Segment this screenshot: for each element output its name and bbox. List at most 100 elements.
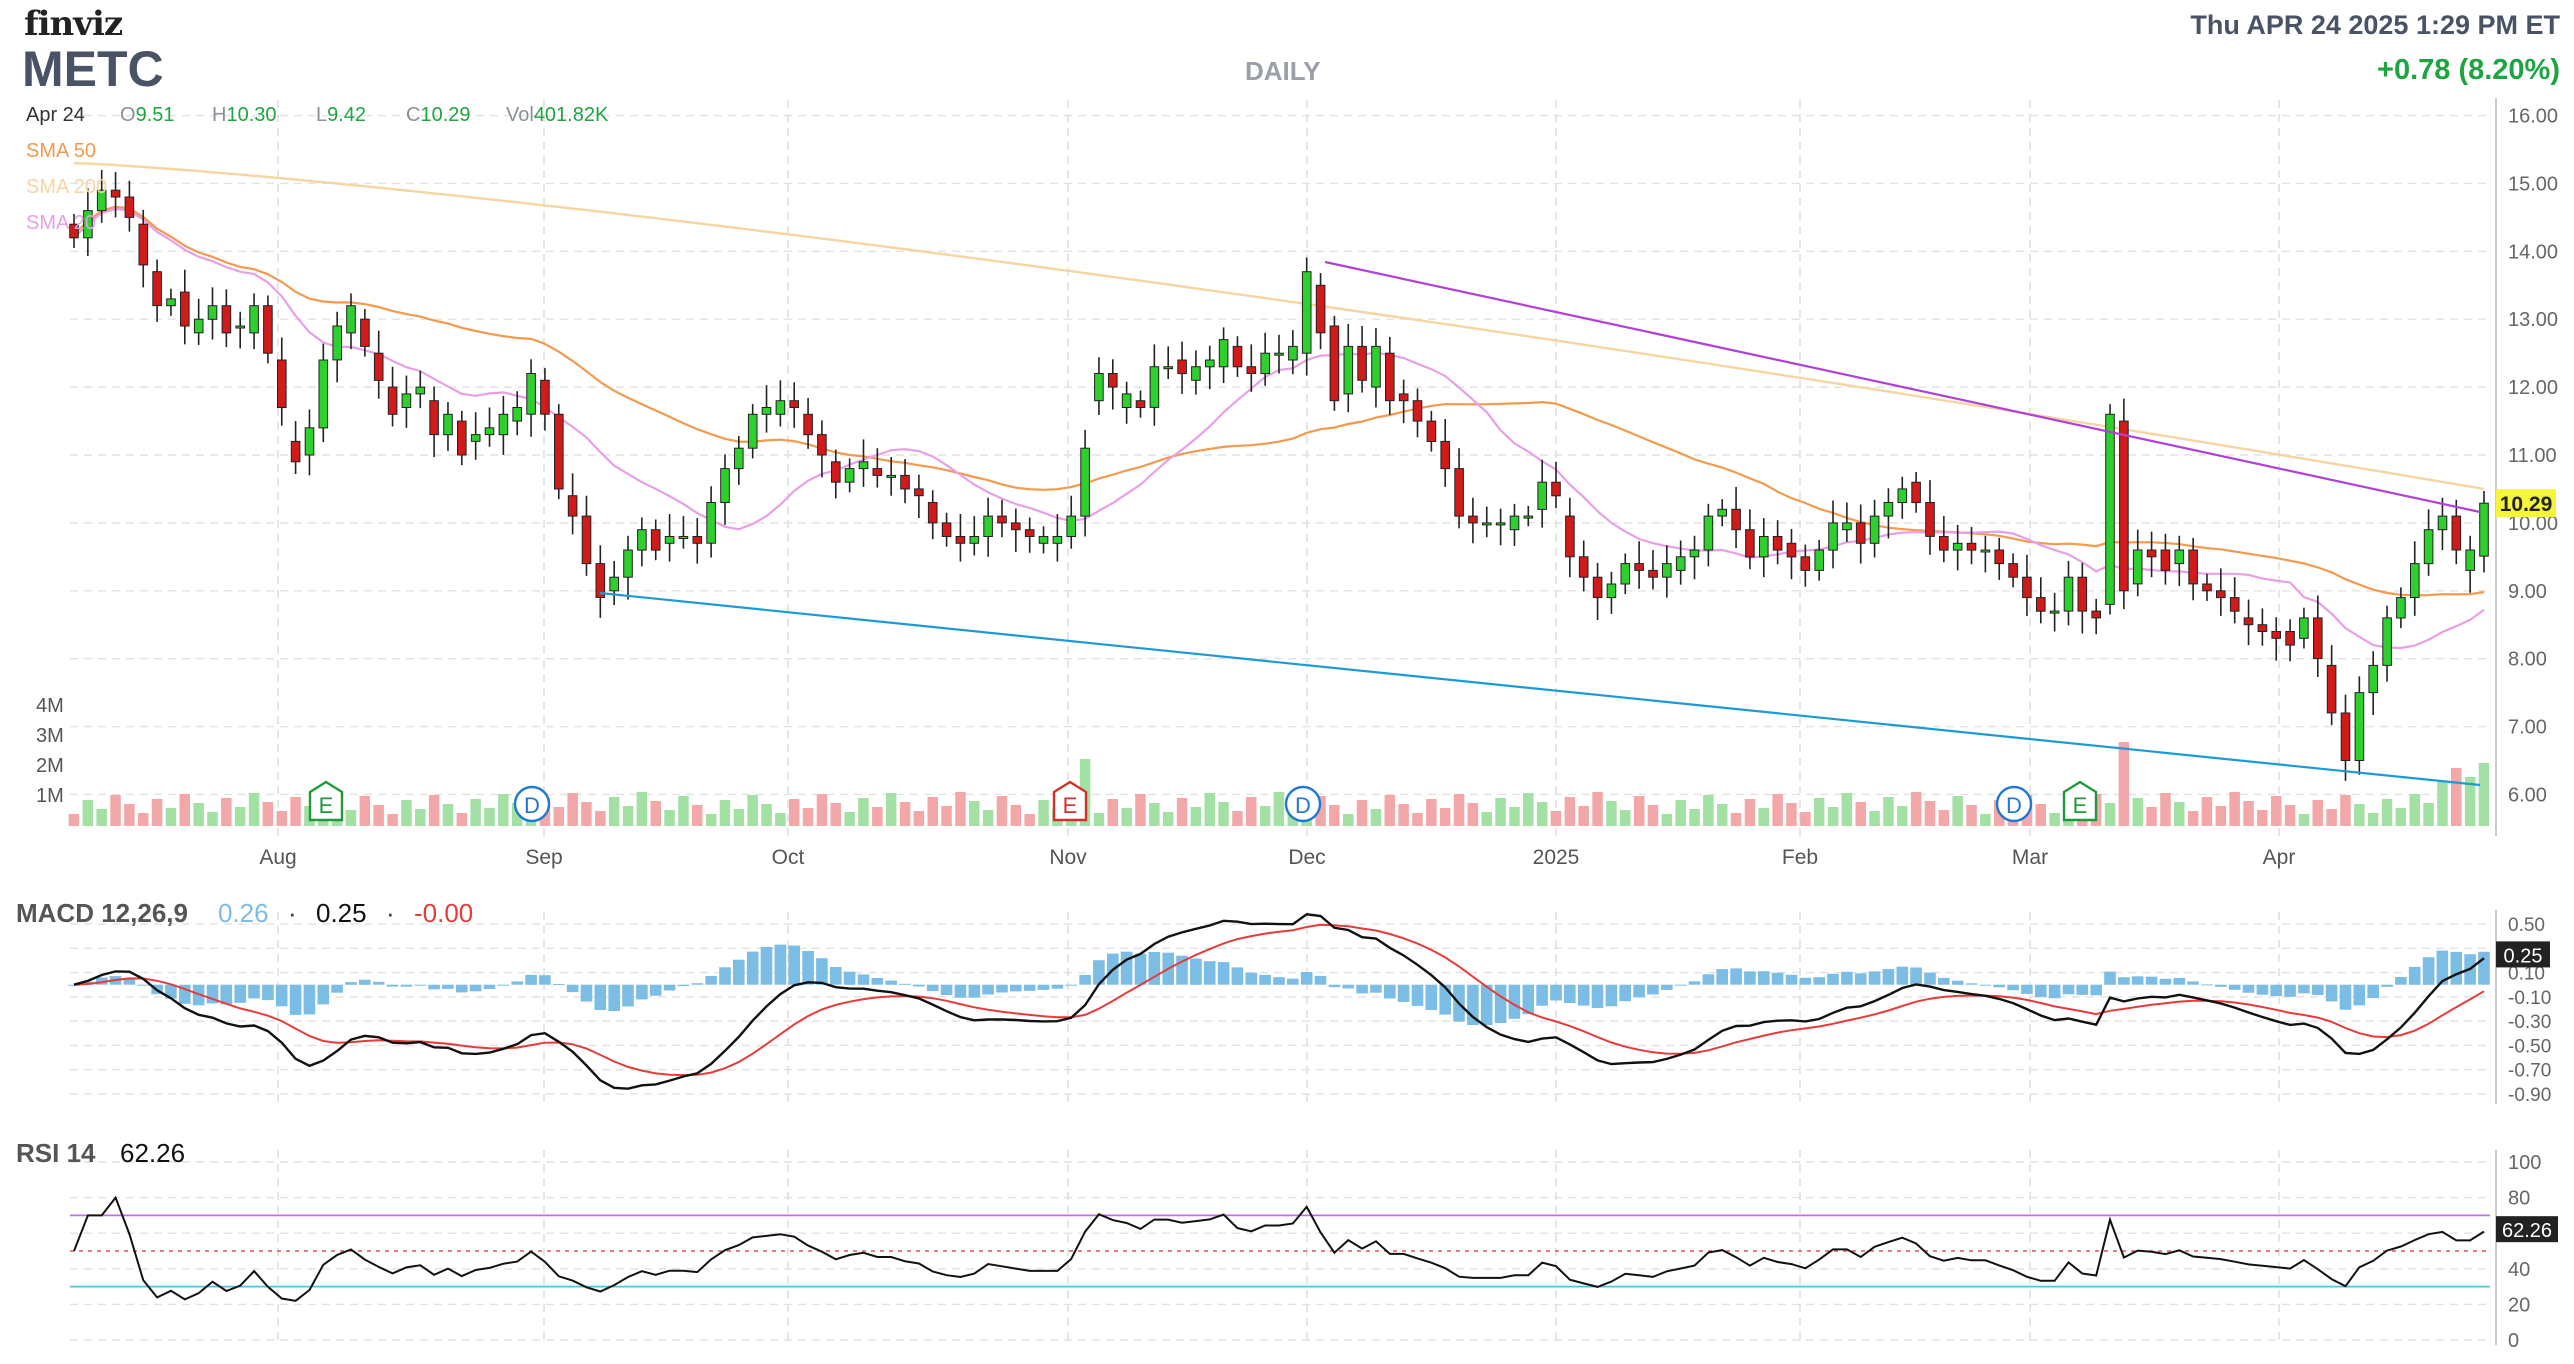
volume-bar bbox=[2035, 804, 2046, 826]
candle-body bbox=[1869, 515, 1880, 544]
volume-bar bbox=[2354, 804, 2365, 826]
macd-histogram-bar bbox=[275, 984, 288, 1007]
volume-bar bbox=[442, 804, 454, 826]
candle-body bbox=[1759, 536, 1769, 558]
ohlc-volume-key: Vol bbox=[506, 104, 534, 126]
x-tick-label: Nov bbox=[1049, 846, 1087, 869]
volume-bar bbox=[913, 811, 925, 826]
timeframe-label[interactable]: DAILY bbox=[1245, 56, 1321, 86]
macd-histogram-bar bbox=[2436, 950, 2449, 985]
macd-histogram-bar bbox=[1868, 971, 1881, 985]
candle-body bbox=[554, 413, 564, 490]
event-marker-label: D bbox=[524, 793, 540, 818]
macd-histogram-bar bbox=[802, 951, 814, 985]
candle-body bbox=[415, 386, 426, 395]
macd-histogram-bar bbox=[2021, 984, 2033, 994]
candle-body bbox=[290, 440, 301, 463]
candle-body bbox=[2451, 515, 2462, 551]
candle-body bbox=[1883, 502, 1894, 517]
macd-histogram-bar bbox=[1550, 984, 1562, 1001]
macd-histogram-bar bbox=[359, 979, 371, 985]
rsi-value: 62.26 bbox=[120, 1138, 185, 1168]
macd-histogram-bar bbox=[2325, 984, 2338, 1002]
macd-histogram-bar bbox=[2339, 984, 2352, 1010]
macd-histogram-bar bbox=[2048, 984, 2061, 999]
volume-bar bbox=[2367, 813, 2379, 826]
ohlc-open-key: O bbox=[120, 104, 136, 126]
macd-histogram-bar bbox=[954, 984, 967, 998]
ohlc-high: H10.30 bbox=[212, 104, 277, 127]
volume-bar bbox=[2257, 810, 2268, 826]
candle-body bbox=[498, 413, 509, 436]
volume-bar bbox=[1606, 801, 1617, 826]
macd-histogram-bar bbox=[2478, 951, 2490, 985]
macd-histogram-bar bbox=[885, 980, 897, 985]
macd-histogram-bar bbox=[1134, 953, 1147, 985]
volume-bar bbox=[678, 796, 689, 826]
macd-histogram-bar bbox=[1010, 984, 1022, 992]
macd-histogram-bar bbox=[2367, 984, 2379, 999]
volume-bar bbox=[1467, 803, 1479, 826]
macd-histogram-bar bbox=[594, 984, 607, 1010]
x-tick-label: Oct bbox=[772, 846, 805, 869]
candle-body bbox=[1343, 345, 1354, 395]
volume-bar bbox=[955, 792, 966, 826]
volume-bar bbox=[1980, 814, 1991, 826]
macd-histogram-bar bbox=[386, 984, 399, 987]
volume-bar bbox=[996, 796, 1008, 826]
candle-body bbox=[540, 379, 550, 415]
candle-body bbox=[2132, 549, 2143, 585]
candle-body bbox=[1648, 569, 1658, 578]
candle-body bbox=[1301, 271, 1312, 354]
candle-body bbox=[2174, 549, 2185, 565]
macd-histogram-bar bbox=[220, 984, 233, 1005]
candle-body bbox=[1939, 536, 1949, 551]
macd-histogram-bar bbox=[1203, 961, 1216, 985]
candle-body bbox=[1135, 400, 1146, 409]
sma50-line bbox=[73, 205, 2485, 597]
macd-histogram-bar bbox=[1093, 960, 1105, 985]
macd-histogram-bar bbox=[1647, 984, 1659, 995]
macd-histogram-bar bbox=[1480, 984, 1493, 1026]
volume-bar bbox=[1398, 804, 1409, 826]
candle-body bbox=[858, 461, 869, 470]
macd-tick-label: -0.10 bbox=[2508, 988, 2551, 1009]
volume-bar bbox=[567, 793, 578, 826]
candle-body bbox=[2216, 590, 2226, 599]
macd-histogram-bar bbox=[2256, 984, 2269, 995]
macd-histogram-bar bbox=[982, 984, 994, 995]
candle-body bbox=[761, 407, 772, 415]
macd-histogram-bar bbox=[1688, 981, 1701, 985]
candle-body bbox=[1675, 556, 1686, 571]
macd-histogram-bar bbox=[2312, 984, 2324, 995]
y-tick-label: 12.00 bbox=[2508, 377, 2558, 399]
candle-body bbox=[1952, 542, 1963, 551]
volume-bar bbox=[1744, 799, 1756, 826]
macd-histogram-bar bbox=[262, 984, 274, 1001]
macd-histogram-bar bbox=[2104, 971, 2116, 985]
macd-histogram-bar bbox=[691, 983, 704, 985]
candle-body bbox=[650, 529, 661, 551]
candle-body bbox=[1163, 366, 1174, 370]
volume-bar bbox=[1495, 798, 1506, 826]
candle-body bbox=[609, 576, 620, 592]
candle-body bbox=[2063, 576, 2074, 612]
macd-signal-value: 0.25 bbox=[316, 898, 367, 928]
finviz-logo[interactable]: finviz bbox=[24, 4, 123, 44]
candle-body bbox=[1066, 515, 1077, 537]
candle-body bbox=[1371, 345, 1381, 388]
volume-bar bbox=[124, 804, 135, 826]
macd-histogram-bar bbox=[1300, 972, 1313, 985]
macd-histogram-bar bbox=[1342, 984, 1354, 989]
macd-histogram-bar bbox=[871, 978, 884, 985]
volume-bar bbox=[1578, 806, 1589, 826]
candle-body bbox=[152, 271, 162, 307]
macd-histogram-bar bbox=[137, 984, 149, 986]
volume-bar bbox=[2049, 813, 2060, 826]
macd-histogram-bar bbox=[1605, 984, 1618, 1007]
macd-histogram-bar bbox=[1910, 967, 1922, 985]
volume-bar bbox=[1661, 814, 1673, 826]
macd-histogram-bar bbox=[830, 967, 842, 985]
candle-body bbox=[443, 413, 453, 436]
